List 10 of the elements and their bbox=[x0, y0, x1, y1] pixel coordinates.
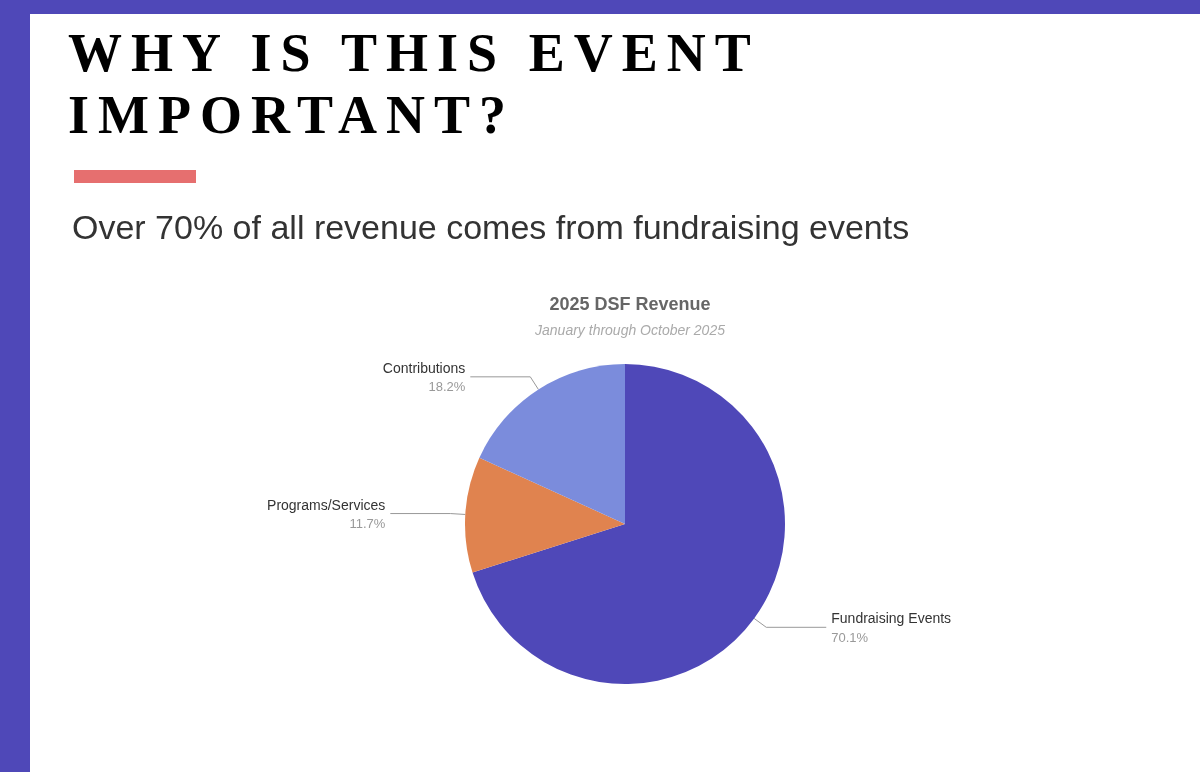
chart-title: 2025 DSF Revenue bbox=[549, 294, 711, 314]
data-label: 70.1% bbox=[831, 629, 869, 645]
data-label: 18.2% bbox=[428, 379, 466, 395]
text: Over 70% of all revenue comes from fundraising events bbox=[72, 208, 910, 247]
chart-subtitle: January through October 2025 bbox=[534, 322, 726, 338]
slice-label: Programs/Services bbox=[267, 496, 386, 513]
text: WHY IS THIS EVENT IMPORTANT? bbox=[68, 22, 760, 146]
data-label: 11.7% bbox=[349, 516, 386, 532]
slice-label: Fundraising Events bbox=[831, 610, 952, 627]
slice-label: Contributions bbox=[382, 359, 466, 376]
